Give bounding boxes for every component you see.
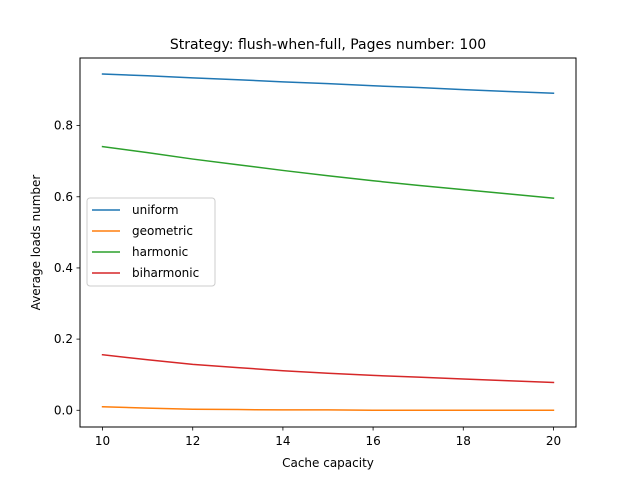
x-tick-label: 18 <box>456 434 471 448</box>
plot-frame <box>79 57 577 428</box>
series-line-geometric <box>101 405 555 412</box>
plot-area <box>101 73 555 412</box>
legend-label-geometric: geometric <box>132 224 193 238</box>
series-line-harmonic <box>101 145 555 200</box>
legend-label-harmonic: harmonic <box>132 245 188 259</box>
y-tick-label: 0.0 <box>54 403 73 417</box>
x-axis: 10 12 14 16 18 20 <box>95 427 561 448</box>
legend: uniform geometric harmonic biharmonic <box>86 197 216 287</box>
chart-title: Strategy: flush-when-full, Pages number:… <box>170 37 486 53</box>
y-tick-label: 0.2 <box>54 332 73 346</box>
y-axis-label: Average loads number <box>29 175 43 311</box>
y-axis: 0.0 0.2 0.4 0.6 0.8 <box>54 119 80 417</box>
x-tick-label: 20 <box>546 434 561 448</box>
series-line-biharmonic <box>101 353 555 384</box>
x-tick-label: 10 <box>95 434 110 448</box>
x-tick-label: 16 <box>365 434 380 448</box>
y-tick-label: 0.6 <box>54 190 73 204</box>
x-tick-label: 14 <box>275 434 290 448</box>
y-tick-label: 0.8 <box>54 119 73 133</box>
y-tick-label: 0.4 <box>54 261 73 275</box>
legend-frame <box>86 197 216 287</box>
legend-label-uniform: uniform <box>132 203 179 217</box>
x-axis-label: Cache capacity <box>282 456 374 470</box>
x-tick-label: 12 <box>185 434 200 448</box>
legend-label-biharmonic: biharmonic <box>132 266 199 280</box>
series-line-uniform <box>101 73 555 95</box>
